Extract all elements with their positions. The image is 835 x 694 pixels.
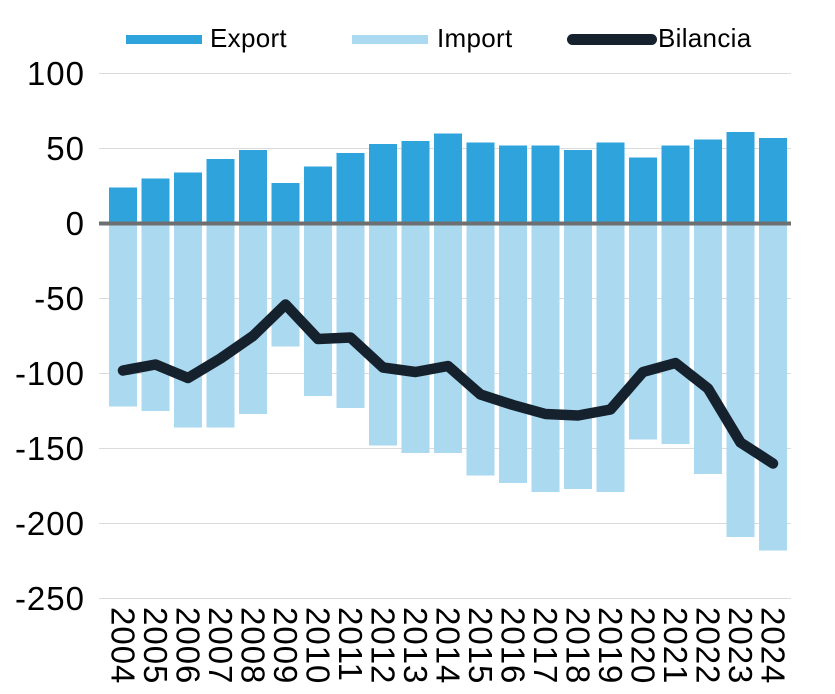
bar-export-2015 xyxy=(466,142,495,224)
bar-import-2006 xyxy=(174,223,202,428)
bar-import-2022 xyxy=(694,223,722,474)
legend-label-bilancia: Bilancia xyxy=(658,23,752,53)
x-axis-label-2007: 2007 xyxy=(202,607,239,684)
x-axis-label-2017: 2017 xyxy=(527,607,564,684)
y-axis-label-50: 50 xyxy=(46,130,85,167)
x-axis-label-2009: 2009 xyxy=(267,607,304,684)
x-axis-label-2023: 2023 xyxy=(722,607,759,684)
y-axis-label--100: -100 xyxy=(15,355,85,392)
x-axis-label-2004: 2004 xyxy=(105,607,142,684)
bar-import-2010 xyxy=(304,223,332,396)
bar-import-2013 xyxy=(401,223,430,453)
y-axis-label-100: 100 xyxy=(27,55,85,92)
x-axis-label-2011: 2011 xyxy=(332,607,369,682)
x-axis-label-2024: 2024 xyxy=(755,607,792,684)
bar-export-2017 xyxy=(531,145,560,224)
bar-export-2008 xyxy=(239,150,267,224)
x-axis-label-2020: 2020 xyxy=(625,607,662,684)
y-axis-label--150: -150 xyxy=(15,430,85,467)
bar-import-2021 xyxy=(661,223,690,444)
legend-swatch-export xyxy=(126,35,202,44)
chart-legend: Export Import Bilancia xyxy=(0,0,835,60)
x-axis-label-2022: 2022 xyxy=(690,607,727,684)
bar-export-2013 xyxy=(401,141,430,224)
bar-export-2006 xyxy=(174,172,202,224)
x-axis-label-2018: 2018 xyxy=(560,607,597,684)
y-axis-label--200: -200 xyxy=(15,505,85,542)
bar-export-2023 xyxy=(726,132,755,224)
bar-import-2009 xyxy=(271,223,300,347)
bar-export-2022 xyxy=(694,139,722,224)
x-axis-label-2006: 2006 xyxy=(170,607,207,684)
bar-import-2014 xyxy=(434,223,462,453)
bar-export-2007 xyxy=(206,159,235,224)
bar-import-2020 xyxy=(629,223,657,440)
x-axis-label-2015: 2015 xyxy=(462,607,499,684)
x-axis-label-2013: 2013 xyxy=(397,607,434,684)
bar-export-2011 xyxy=(336,153,365,224)
bar-export-2005 xyxy=(141,178,170,224)
x-axis-label-2021: 2021 xyxy=(657,607,694,684)
bar-import-2019 xyxy=(596,223,625,492)
x-axis-label-2008: 2008 xyxy=(235,607,272,684)
bar-import-2011 xyxy=(336,223,365,408)
bar-export-2020 xyxy=(629,157,657,224)
legend-label-import: Import xyxy=(437,23,513,53)
y-axis-label-0: 0 xyxy=(66,205,85,242)
bar-export-2010 xyxy=(304,166,332,224)
x-axis-label-2016: 2016 xyxy=(495,607,532,684)
bar-import-2008 xyxy=(239,223,267,414)
bar-import-2004 xyxy=(109,223,137,407)
zero-axis-line xyxy=(99,221,791,226)
bar-import-2023 xyxy=(726,223,755,537)
x-axis-label-2012: 2012 xyxy=(365,607,402,684)
bar-export-2024 xyxy=(759,138,787,224)
bar-export-2018 xyxy=(564,150,592,224)
legend-swatch-import xyxy=(352,35,428,44)
bar-import-2012 xyxy=(369,223,397,446)
bar-export-2016 xyxy=(499,145,527,224)
x-axis-label-2010: 2010 xyxy=(300,607,337,684)
bar-import-2005 xyxy=(141,223,170,411)
bar-import-2024 xyxy=(759,223,787,551)
bar-import-2018 xyxy=(564,223,592,489)
bar-export-2019 xyxy=(596,142,625,224)
y-axis-label--250: -250 xyxy=(15,580,85,617)
y-axis-label--50: -50 xyxy=(34,280,85,317)
legend-swatch-bilancia xyxy=(567,34,657,45)
bar-import-2015 xyxy=(466,223,495,476)
bilancia-line xyxy=(117,299,779,469)
bar-export-2004 xyxy=(109,187,137,224)
bar-import-2016 xyxy=(499,223,527,483)
x-axis-label-2005: 2005 xyxy=(137,607,174,684)
legend-label-export: Export xyxy=(210,23,287,53)
bar-export-2009 xyxy=(271,183,300,224)
x-axis-label-2019: 2019 xyxy=(592,607,629,684)
bar-export-2021 xyxy=(661,145,690,224)
bar-export-2014 xyxy=(434,133,462,224)
x-axis-label-2014: 2014 xyxy=(430,607,467,684)
bar-export-2012 xyxy=(369,144,397,224)
bar-import-2007 xyxy=(206,223,235,428)
bar-import-2017 xyxy=(531,223,560,492)
